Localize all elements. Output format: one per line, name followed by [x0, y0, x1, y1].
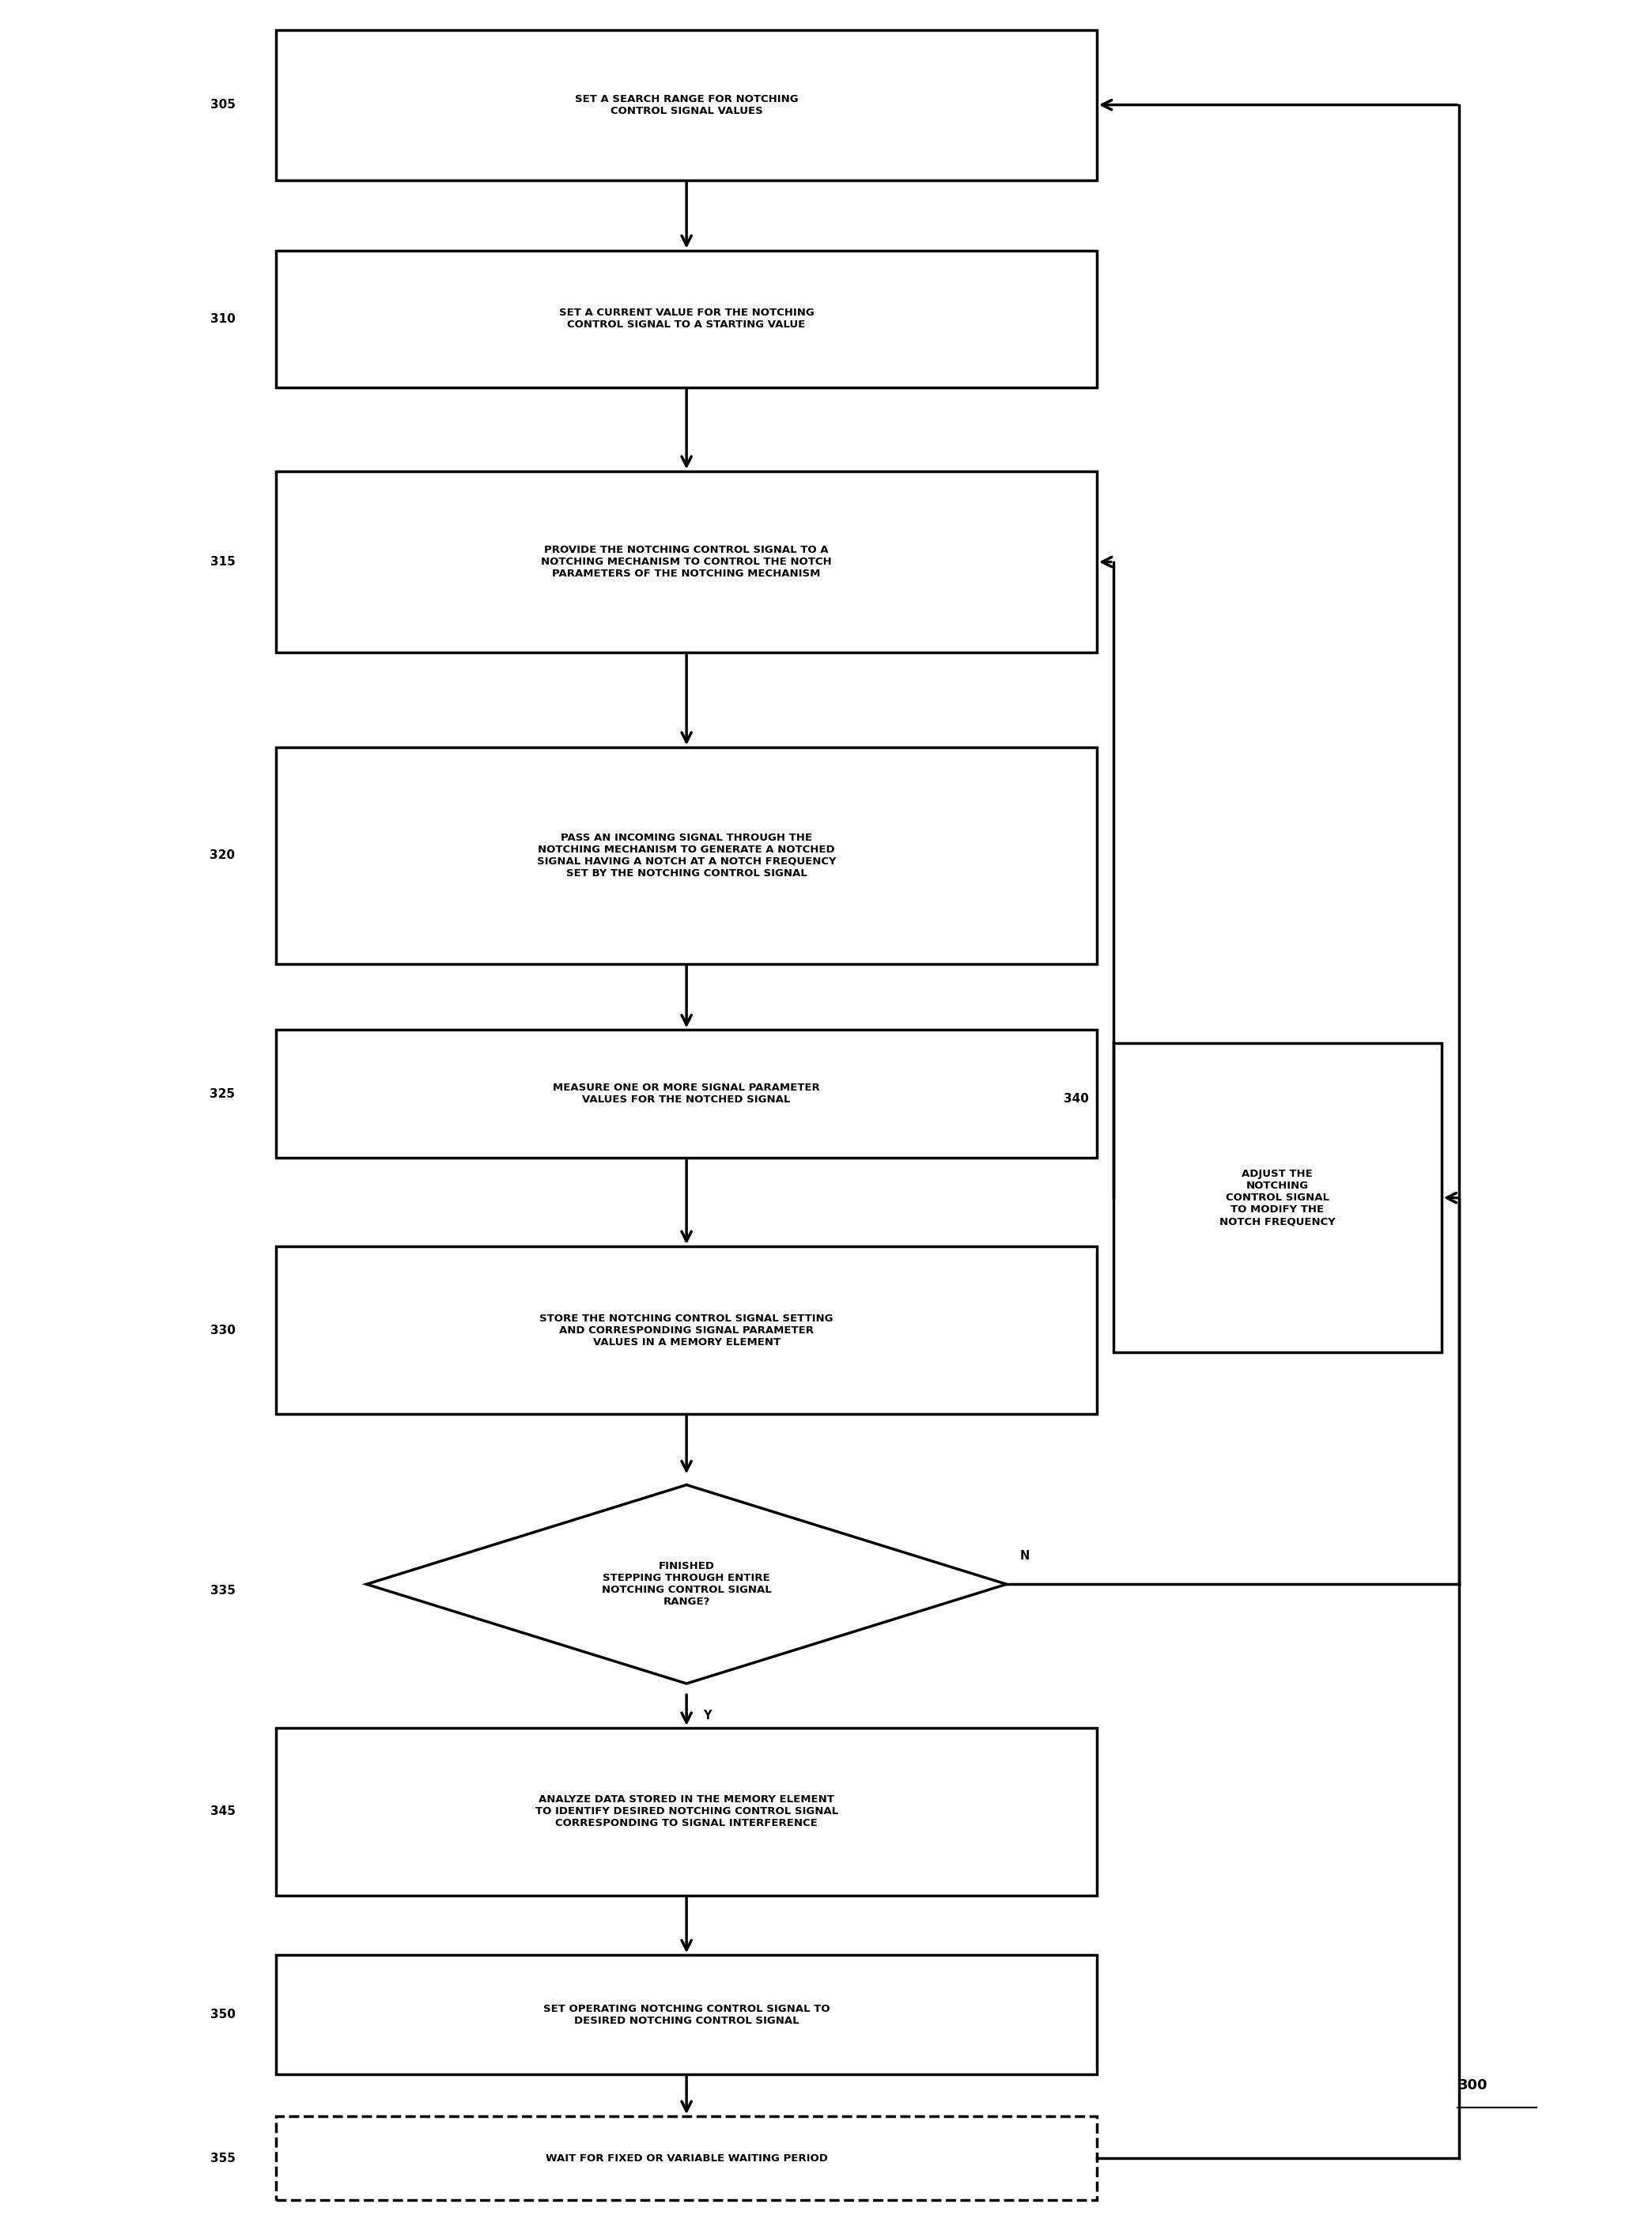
FancyBboxPatch shape — [276, 470, 1097, 652]
Text: 335: 335 — [210, 1584, 235, 1598]
Text: 320: 320 — [210, 850, 235, 861]
FancyBboxPatch shape — [276, 1955, 1097, 2075]
Text: 345: 345 — [210, 1806, 235, 1817]
Text: 340: 340 — [1064, 1092, 1089, 1105]
Text: FINISHED
STEPPING THROUGH ENTIRE
NOTCHING CONTROL SIGNAL
RANGE?: FINISHED STEPPING THROUGH ENTIRE NOTCHIN… — [601, 1562, 771, 1607]
FancyBboxPatch shape — [276, 1247, 1097, 1414]
Text: WAIT FOR FIXED OR VARIABLE WAITING PERIOD: WAIT FOR FIXED OR VARIABLE WAITING PERIO… — [545, 2152, 828, 2164]
Text: STORE THE NOTCHING CONTROL SIGNAL SETTING
AND CORRESPONDING SIGNAL PARAMETER
VAL: STORE THE NOTCHING CONTROL SIGNAL SETTIN… — [540, 1314, 833, 1347]
Polygon shape — [367, 1485, 1006, 1684]
FancyBboxPatch shape — [276, 29, 1097, 180]
Text: PASS AN INCOMING SIGNAL THROUGH THE
NOTCHING MECHANISM TO GENERATE A NOTCHED
SIG: PASS AN INCOMING SIGNAL THROUGH THE NOTC… — [537, 832, 836, 879]
Text: PROVIDE THE NOTCHING CONTROL SIGNAL TO A
NOTCHING MECHANISM TO CONTROL THE NOTCH: PROVIDE THE NOTCHING CONTROL SIGNAL TO A… — [542, 546, 833, 579]
Text: 355: 355 — [210, 2152, 235, 2164]
Text: N: N — [1019, 1551, 1029, 1562]
Text: 325: 325 — [210, 1087, 235, 1101]
Text: 350: 350 — [210, 2008, 235, 2022]
Text: 315: 315 — [210, 557, 235, 568]
FancyBboxPatch shape — [1113, 1043, 1442, 1351]
FancyBboxPatch shape — [276, 1030, 1097, 1158]
Text: MEASURE ONE OR MORE SIGNAL PARAMETER
VALUES FOR THE NOTCHED SIGNAL: MEASURE ONE OR MORE SIGNAL PARAMETER VAL… — [553, 1083, 819, 1105]
Text: SET OPERATING NOTCHING CONTROL SIGNAL TO
DESIRED NOTCHING CONTROL SIGNAL: SET OPERATING NOTCHING CONTROL SIGNAL TO… — [544, 2004, 829, 2026]
FancyBboxPatch shape — [276, 251, 1097, 388]
Text: ADJUST THE
NOTCHING
CONTROL SIGNAL
TO MODIFY THE
NOTCH FREQUENCY: ADJUST THE NOTCHING CONTROL SIGNAL TO MO… — [1219, 1169, 1335, 1227]
Text: Y: Y — [702, 1711, 712, 1722]
Text: SET A SEARCH RANGE FOR NOTCHING
CONTROL SIGNAL VALUES: SET A SEARCH RANGE FOR NOTCHING CONTROL … — [575, 93, 798, 115]
FancyBboxPatch shape — [276, 748, 1097, 963]
FancyBboxPatch shape — [276, 2117, 1097, 2201]
Text: 305: 305 — [210, 100, 235, 111]
Text: 330: 330 — [210, 1325, 235, 1336]
Text: 310: 310 — [210, 313, 235, 324]
FancyBboxPatch shape — [276, 1729, 1097, 1895]
Text: 300: 300 — [1457, 2079, 1487, 2093]
Text: ANALYZE DATA STORED IN THE MEMORY ELEMENT
TO IDENTIFY DESIRED NOTCHING CONTROL S: ANALYZE DATA STORED IN THE MEMORY ELEMEN… — [535, 1795, 838, 1828]
Text: SET A CURRENT VALUE FOR THE NOTCHING
CONTROL SIGNAL TO A STARTING VALUE: SET A CURRENT VALUE FOR THE NOTCHING CON… — [558, 308, 814, 331]
